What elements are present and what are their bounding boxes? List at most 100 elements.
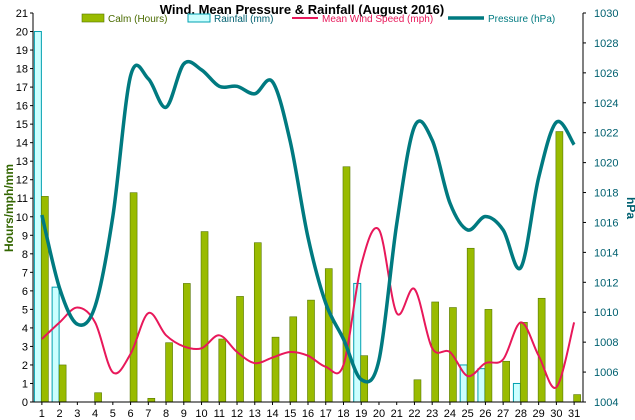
calm-bar xyxy=(307,299,315,403)
calm-bar xyxy=(271,336,280,403)
y-right-tick-label: 1024 xyxy=(594,98,618,110)
y-left-tick-label: 10 xyxy=(16,212,28,224)
x-tick-label: 19 xyxy=(355,408,367,420)
x-tick-label: 31 xyxy=(568,408,580,420)
y-left-tick-label: 21 xyxy=(16,8,28,20)
x-tick-label: 16 xyxy=(302,408,314,420)
rainfall-bar xyxy=(51,286,60,403)
y-right-tick-label: 1030 xyxy=(594,8,618,20)
x-tick-label: 3 xyxy=(74,408,80,420)
y-left-tick-label: 19 xyxy=(16,45,28,57)
x-tick-label: 26 xyxy=(479,408,491,420)
y-left-tick-label: 7 xyxy=(22,267,28,279)
calm-bar xyxy=(555,131,564,403)
y-left-tick-label: 16 xyxy=(16,101,28,113)
x-tick-label: 10 xyxy=(195,408,207,420)
y-left-tick-label: 15 xyxy=(16,119,28,131)
legend-swatch-calm xyxy=(81,13,105,23)
y-axis-right-label: hPa xyxy=(624,197,635,219)
x-tick-label: 29 xyxy=(533,408,545,420)
chart-title: Wind, Mean Pressure & Rainfall (August 2… xyxy=(160,2,445,17)
x-axis: 1 2 3 4 5 6 7 8 9 10 11 12 13 14 15 16 17 18 19 20 21 22 23 24 2… xyxy=(39,402,580,420)
x-tick-label: 2 xyxy=(57,408,63,420)
calm-bar xyxy=(502,360,510,403)
legend-label-rainfall: Rainfall (mm) xyxy=(214,14,273,25)
y-left-tick-label: 9 xyxy=(22,230,28,242)
calm-bar xyxy=(58,364,67,403)
y-left-tick-label: 6 xyxy=(22,286,28,298)
calm-bar xyxy=(200,231,209,403)
x-tick-label: 28 xyxy=(515,408,527,420)
y-right-tick-label: 1014 xyxy=(594,247,618,259)
y-right-tick-label: 1018 xyxy=(594,188,618,200)
x-tick-label: 8 xyxy=(163,408,169,420)
x-tick-label: 25 xyxy=(462,408,474,420)
y-right-tick-label: 1020 xyxy=(594,158,618,170)
calm-bar xyxy=(253,242,262,403)
y-left-tick-label: 17 xyxy=(16,82,28,94)
x-tick-label: 13 xyxy=(249,408,261,420)
calm-bar xyxy=(573,394,581,403)
y-axis-left-label: Hours/mph/mm xyxy=(2,164,16,252)
y-left-tick-label: 12 xyxy=(16,175,28,187)
x-tick-label: 18 xyxy=(337,408,349,420)
y-right-tick-label: 1012 xyxy=(594,277,618,289)
y-left-tick-label: 1 xyxy=(22,378,28,390)
y-right-tick-label: 1028 xyxy=(594,38,618,50)
y-right-tick-label: 1006 xyxy=(594,367,618,379)
y-left-tick-label: 14 xyxy=(16,138,28,150)
x-tick-label: 6 xyxy=(128,408,134,420)
y-left-tick-label: 11 xyxy=(17,193,28,205)
x-tick-label: 20 xyxy=(373,408,385,420)
x-tick-label: 22 xyxy=(408,408,420,420)
calm-bar xyxy=(413,379,422,403)
x-tick-label: 23 xyxy=(426,408,438,420)
x-tick-label: 12 xyxy=(231,408,243,420)
calm-bar xyxy=(94,392,102,403)
y-axis-right: 1004 1006 1008 1010 1012 1014 1016 1018 1020 1022… xyxy=(583,8,618,409)
calm-bar xyxy=(484,309,493,403)
x-tick-label: 15 xyxy=(284,408,296,420)
y-left-tick-label: 20 xyxy=(16,27,28,39)
y-right-tick-label: 1016 xyxy=(594,217,618,229)
y-left-tick-label: 4 xyxy=(22,323,28,335)
x-tick-label: 11 xyxy=(214,408,225,420)
x-tick-label: 5 xyxy=(110,408,116,420)
x-tick-label: 17 xyxy=(320,408,332,420)
x-tick-label: 1 xyxy=(39,408,45,420)
calm-bar xyxy=(289,316,298,403)
x-tick-label: 4 xyxy=(92,408,98,420)
calm-bar xyxy=(466,247,475,403)
y-left-tick-label: 3 xyxy=(22,341,28,353)
legend-swatch-rainfall xyxy=(187,13,211,23)
y-left-tick-label: 5 xyxy=(22,304,28,316)
calm-bar xyxy=(165,342,173,403)
pressure-line xyxy=(40,59,576,384)
x-tick-label: 21 xyxy=(391,408,403,420)
x-tick-label: 14 xyxy=(266,408,278,420)
rainfall-bar xyxy=(33,31,42,403)
y-right-tick-label: 1004 xyxy=(594,397,618,409)
x-tick-label: 7 xyxy=(145,408,151,420)
calm-bar xyxy=(537,297,546,403)
calm-bar xyxy=(129,192,138,403)
lines xyxy=(40,59,576,389)
calm-bar xyxy=(342,166,351,403)
x-tick-label: 30 xyxy=(550,408,562,420)
y-right-tick-label: 1022 xyxy=(594,128,618,140)
x-tick-label: 27 xyxy=(497,408,509,420)
y-left-tick-label: 13 xyxy=(16,156,28,168)
legend-label-calm: Calm (Hours) xyxy=(108,14,167,25)
wind-speed-line xyxy=(41,227,576,389)
calm-bar xyxy=(520,322,528,403)
y-right-tick-label: 1008 xyxy=(594,337,618,349)
bars xyxy=(33,31,581,403)
y-left-tick-label: 8 xyxy=(22,249,28,261)
rainfall-bar xyxy=(512,382,521,403)
calm-bar xyxy=(324,268,333,403)
y-left-tick-label: 18 xyxy=(16,64,28,76)
calm-bar xyxy=(183,283,191,403)
y-right-tick-label: 1026 xyxy=(594,68,618,80)
